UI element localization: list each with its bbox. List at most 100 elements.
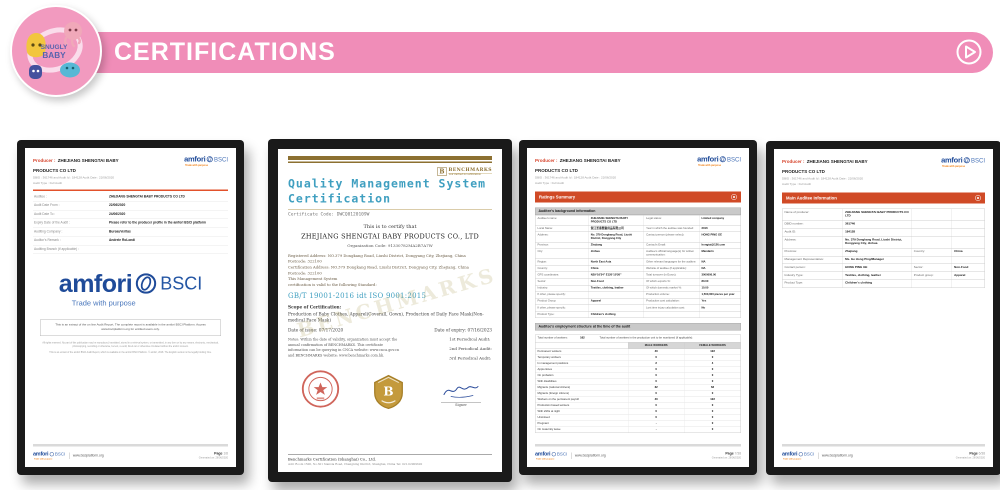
producer-label: Producer : xyxy=(535,158,558,163)
footer-divider xyxy=(33,444,228,447)
page-number: 1/8 xyxy=(223,451,228,456)
cell-value: 162 xyxy=(580,336,585,340)
table-row: Product Type: Children's clothing xyxy=(782,279,985,288)
red-seal-stamp-icon xyxy=(301,370,340,408)
amfori-tagline: Trade with purpose xyxy=(698,164,721,167)
cell-value: 22/06/2020 xyxy=(109,203,126,208)
amfori-swirl-icon xyxy=(798,451,803,457)
cell-value: 24/06/2020 xyxy=(109,212,126,216)
cell-label: Production based workers xyxy=(537,404,570,408)
cell-value-female: 0 xyxy=(684,372,740,379)
table-row: If other, please specify: Production vol… xyxy=(535,291,741,299)
cell-label: Other relevant languages for the auditee… xyxy=(644,259,700,266)
amfori-tagline: Trade with purpose xyxy=(185,164,208,167)
producer-label: Producer : xyxy=(33,158,56,163)
amfori-wordmark: amfori xyxy=(58,269,133,298)
amfori-swirl-icon xyxy=(206,156,213,163)
table-row: Country: China Website of auditee (if ap… xyxy=(535,265,741,273)
cell-label: Contact person: xyxy=(783,264,844,272)
table-row: Industry Type: Textiles, clothing, leath… xyxy=(782,272,985,280)
generated-on: Generated on: 26/06/2020 xyxy=(711,456,741,460)
certificate-ratings-summary[interactable]: Producer : ZHEJIANG SHENGTAI BABY PRODUC… xyxy=(519,140,757,475)
cell-value-female: 0 xyxy=(684,366,740,373)
divider xyxy=(570,452,572,459)
legal-fineprint: This is an extract of the amfori BSCI Au… xyxy=(49,351,212,354)
table-row: With disabilities 0 0 xyxy=(535,378,741,385)
issuer-address: Add: Room 1506, No.301 Xianxia Road, Cha… xyxy=(288,463,423,466)
cell-value: China xyxy=(954,250,963,254)
cell-value-male: - xyxy=(627,420,684,427)
platform-url: www.bsciplatform.org xyxy=(821,453,853,458)
certificate-qms[interactable]: B BENCHMARKS Your Partner in Certificati… xyxy=(268,139,512,482)
standard-line: GB/T 19001-2016 idt ISO 9001:2015 xyxy=(288,291,427,300)
certify-line: This is to certify that xyxy=(363,223,417,230)
cell-label: Expiry Date of the Audit : xyxy=(34,221,70,225)
amfori-bsci-logo-small: amfori BSCI Trade with purpose xyxy=(535,451,567,460)
cell-value-female: 122 xyxy=(684,396,740,403)
scope-label: Scope of Certification: xyxy=(288,304,342,310)
table-row: DBID number: 361746 xyxy=(782,220,985,229)
page-word: Page xyxy=(214,451,223,456)
cell-label: Province: xyxy=(536,242,589,249)
cell-label: Industry Type: xyxy=(783,272,844,280)
amfori-swirl-icon xyxy=(551,451,556,457)
cell-value: Apparel xyxy=(589,298,645,305)
benchmarks-wordmark: BENCHMARKS xyxy=(448,167,492,173)
certificate-main-auditee[interactable]: Producer : ZHEJIANG SHENGTAI BABY PRODUC… xyxy=(766,141,1000,475)
gold-badge-icon: B xyxy=(374,374,403,410)
table-row: Temporary workers 0 0 xyxy=(535,354,741,361)
paper: Producer : ZHEJIANG SHENGTAI BABY PRODUC… xyxy=(527,148,749,467)
table-row: City: Jinhua Auditee's official language… xyxy=(535,248,741,260)
amfori-wordmark: amfori xyxy=(184,155,206,164)
cell-value: 1,500,000 pieces per year xyxy=(701,293,735,297)
audit-summary-table: Auditee : ZHEJIANG SHENGTAI BABY PRODUCT… xyxy=(33,193,228,255)
cell-value: HONG PING GE xyxy=(843,264,912,272)
svg-text:B: B xyxy=(383,384,393,398)
certificate-bsci-extract[interactable]: Producer : ZHEJIANG SHENGTAI BABY PRODUC… xyxy=(17,140,244,475)
table-row: If other, please specify: Lost time inju… xyxy=(535,305,741,312)
gold-bar xyxy=(288,161,492,163)
bsci-wordmark: BSCI xyxy=(803,451,815,457)
cell-label: With disabilities xyxy=(537,380,557,384)
bsci-wordmark: BSCI xyxy=(54,451,66,457)
platform-url: www.bsciplatform.org xyxy=(72,453,104,458)
cell-label: Auditing Company : xyxy=(34,229,63,234)
table-row: Audit Date To : 24/06/2020 xyxy=(33,210,228,220)
cell-label xyxy=(912,236,953,248)
table-row: Industry: Textiles, clothing, leather Of… xyxy=(535,285,741,292)
producer-company: ZHEJIANG SHENGTAI BABY PRODUCTS CO LTD xyxy=(535,158,621,173)
scope-text: Production of Baby Clothes, Apparel(Cove… xyxy=(288,311,484,324)
cell-label: Legal status: xyxy=(644,215,700,226)
cell-value: Textiles, clothing, leather xyxy=(843,272,912,280)
amfori-bsci-logo-small: amfori BSCI Trade with purpose xyxy=(782,451,814,460)
benchmarks-b-icon: B xyxy=(437,167,447,176)
cell-value-male: 0 xyxy=(627,414,684,421)
cell-value xyxy=(589,305,645,312)
cell-value: 361746 xyxy=(843,220,912,229)
play-video-button[interactable] xyxy=(954,37,984,67)
cell-value-male: 0 xyxy=(627,372,684,379)
table-row: Auditing Company : BureauVeritas xyxy=(33,228,228,237)
cell-value-male: 2 xyxy=(627,360,684,367)
cell-value: HONG PING GE xyxy=(701,233,722,237)
cell-value: Non-Food xyxy=(589,278,645,285)
amfori-bsci-logo: amfori BSCI Trade with purpose xyxy=(184,155,228,167)
divider xyxy=(817,452,819,459)
page-footer: amfori BSCI Trade with purpose www.bscip… xyxy=(33,444,228,460)
audit-meta: DBID : 361746 and Audit Id : 184128 Audi… xyxy=(33,176,115,180)
cell-label: GPS coordinates: xyxy=(536,272,589,279)
amfori-swirl-icon xyxy=(963,157,970,164)
cell-value-female: 63 xyxy=(684,384,740,391)
cell-value-male: - xyxy=(627,426,684,433)
cell-label: City: xyxy=(536,248,589,259)
cell-value xyxy=(109,247,227,251)
cell-value: Please refer to the producer profile in … xyxy=(109,221,206,225)
cell-label: Pregnant xyxy=(537,422,549,426)
audit-meta: DBID : 361746 and Audit Id : 184128 Audi… xyxy=(782,177,864,181)
organization-code: Organization Code: 91330782MA2B7A7W xyxy=(347,243,433,248)
cell-value: hongtai@126.com xyxy=(701,243,726,247)
cell-label: Local Name: xyxy=(536,225,589,232)
cell-label: Product Type: xyxy=(783,279,844,288)
cell-value xyxy=(952,237,984,248)
cell-value: Andrele RoLondi xyxy=(109,238,136,243)
